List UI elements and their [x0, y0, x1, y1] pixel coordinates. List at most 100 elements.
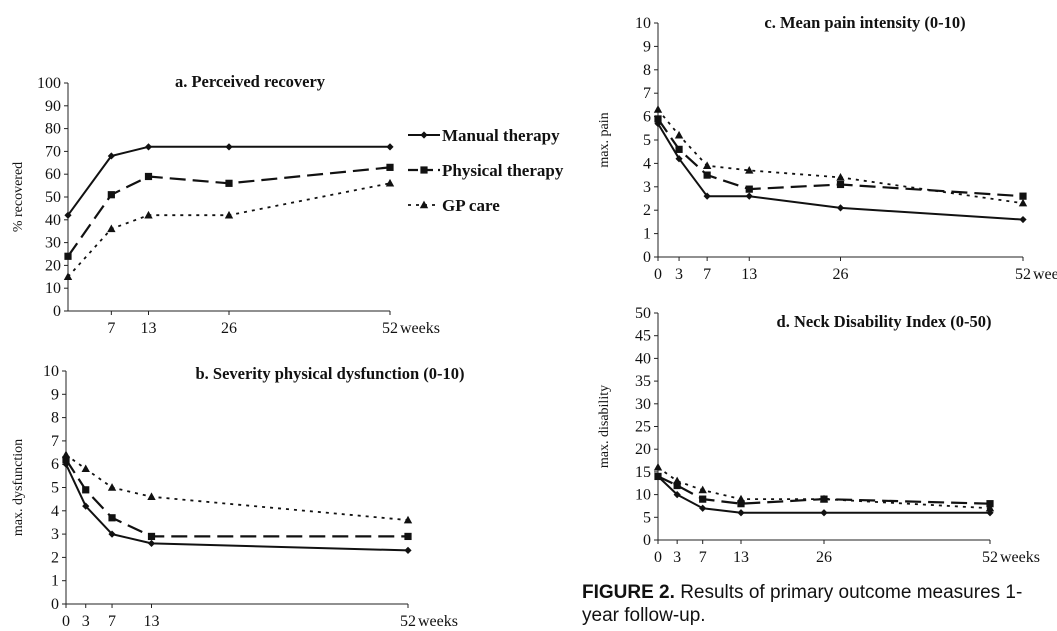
series-line [657, 109, 1024, 205]
y-tick-label: 70 [45, 143, 61, 160]
caption-text: Results of primary outcome measures 1-ye… [582, 582, 1023, 626]
series-triangle [63, 178, 395, 280]
data-point [819, 494, 829, 503]
data-point [1019, 215, 1027, 224]
series-line [657, 118, 1024, 198]
data-point [745, 185, 753, 193]
y-tick-label: 10 [43, 363, 59, 380]
x-tick-label: 52 [400, 613, 416, 630]
y-tick-label: 9 [51, 386, 59, 403]
panel-title: c. Mean pain intensity (0-10) [764, 13, 965, 32]
series-line [657, 475, 990, 514]
data-point [836, 204, 845, 212]
y-tick-label: 4 [51, 503, 59, 520]
y-tick-label: 1 [51, 573, 59, 590]
data-point [108, 530, 116, 538]
y-tick-label: 80 [45, 121, 61, 138]
y-axis-label: max. dysfunction [11, 439, 26, 536]
data-point [224, 210, 234, 219]
y-tick-label: 30 [635, 396, 651, 413]
data-point [673, 481, 681, 490]
y-tick-label: 1 [643, 226, 651, 243]
data-point [386, 163, 394, 171]
data-point [144, 172, 153, 181]
data-point [107, 483, 117, 491]
data-point [107, 224, 116, 233]
data-point [61, 450, 71, 459]
data-point [672, 476, 682, 485]
y-tick-label: 8 [51, 410, 59, 427]
data-point [225, 179, 233, 187]
x-tick-label: 26 [816, 549, 832, 566]
series-line [67, 182, 391, 278]
y-tick-label: 0 [53, 303, 61, 320]
series-line [65, 454, 409, 521]
data-point [702, 161, 712, 169]
data-point [403, 515, 413, 524]
data-point [745, 166, 754, 174]
x-tick-label: 7 [703, 266, 711, 283]
y-tick-label: 50 [635, 305, 651, 322]
series-diamond [654, 472, 994, 517]
data-point [64, 252, 72, 260]
y-tick-label: 35 [635, 373, 651, 390]
data-point [147, 532, 156, 541]
y-tick-label: 60 [45, 166, 61, 183]
data-point [107, 191, 115, 199]
y-tick-label: 3 [51, 526, 59, 543]
panel-title: a. Perceived recovery [175, 72, 326, 91]
data-point [986, 509, 994, 517]
data-point [82, 486, 90, 494]
panel-title: d. Neck Disability Index (0-50) [777, 312, 992, 331]
series-square [654, 115, 1027, 200]
data-point [144, 143, 153, 151]
data-point [653, 105, 663, 113]
y-tick-label: 7 [51, 433, 59, 450]
x-tick-label: 7 [108, 613, 116, 630]
y-tick-label: 0 [643, 532, 651, 549]
data-point [703, 171, 711, 179]
x-tick-label: 0 [654, 266, 662, 283]
y-tick-label: 15 [635, 464, 651, 481]
x-tick-label: 3 [675, 266, 683, 283]
x-tick-label: 26 [221, 320, 237, 337]
series-triangle [653, 105, 1028, 207]
data-point [653, 462, 663, 471]
y-tick-label: 4 [643, 155, 651, 172]
x-tick-label: 13 [733, 549, 749, 566]
data-point [81, 464, 90, 473]
y-tick-label: 7 [643, 85, 651, 102]
y-tick-label: 10 [45, 280, 61, 297]
x-tick-label: 13 [144, 613, 160, 630]
y-tick-label: 2 [643, 202, 651, 219]
y-tick-label: 6 [51, 456, 59, 473]
series-square [62, 455, 412, 541]
data-point [836, 173, 845, 181]
data-point [62, 460, 70, 468]
legend-label: Manual therapy [442, 126, 560, 145]
y-tick-label: 5 [51, 480, 59, 497]
legend-label: GP care [442, 196, 500, 215]
x-unit-label: weeks [1033, 266, 1057, 283]
data-point [404, 532, 412, 541]
x-tick-label: 0 [62, 613, 70, 630]
series-triangle [653, 462, 995, 512]
data-point [745, 192, 753, 200]
y-tick-label: 45 [635, 328, 651, 345]
y-tick-label: 8 [643, 62, 651, 79]
data-point [108, 514, 116, 522]
data-point [385, 178, 395, 187]
panel-title: b. Severity physical dysfunction (0-10) [195, 364, 464, 383]
x-tick-label: 26 [833, 266, 849, 283]
data-point [147, 492, 156, 501]
x-tick-label: 52 [982, 549, 998, 566]
y-tick-label: 0 [643, 249, 651, 266]
x-tick-label: 7 [699, 549, 707, 566]
data-point [736, 494, 746, 503]
series-triangle [61, 450, 413, 524]
series-diamond [62, 460, 412, 555]
x-tick-label: 52 [382, 320, 398, 337]
y-tick-label: 5 [643, 132, 651, 149]
